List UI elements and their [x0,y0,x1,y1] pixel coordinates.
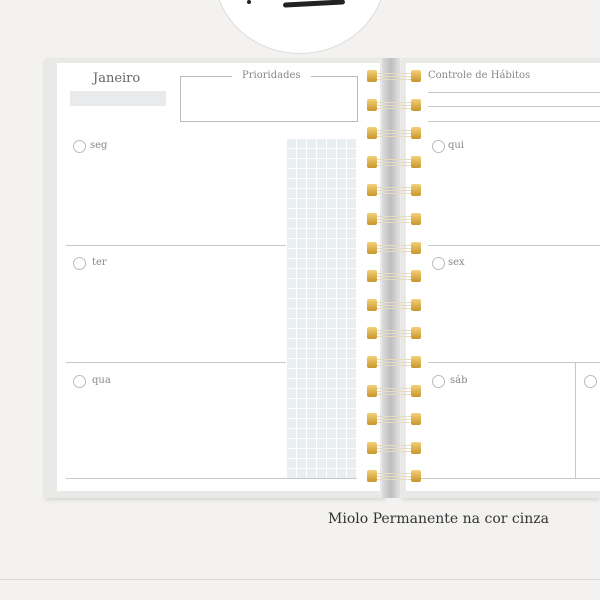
spiral-ring [367,413,421,426]
divider [66,245,286,246]
day-label: qua [92,375,111,386]
divider [66,478,357,479]
day-label: sex [448,257,465,268]
priorities-label: Prioridades [232,70,311,81]
bottom-border [0,579,600,580]
spiral-ring [367,70,421,82]
logo-mark [247,0,251,4]
spiral-ring [367,384,421,397]
checkbox-circle [73,257,86,270]
caption: Miolo Permanente na cor cinza [328,511,549,527]
habit-line [428,106,600,107]
divider [414,478,600,479]
day-label: sáb [450,375,468,386]
checkbox-circle [432,140,445,153]
spiral-ring [367,127,421,140]
spiral-ring [367,241,421,254]
divider-vertical [575,362,576,478]
checkbox-circle [73,140,86,153]
grid-notes [286,138,357,478]
divider [428,245,600,246]
spiral-ring [367,470,421,483]
day-label: seg [90,140,108,151]
logo-badge [214,0,386,54]
day-label: qui [448,140,465,151]
spiral-ring [367,213,421,225]
divider [428,362,600,363]
month-bar [70,91,166,106]
checkbox-circle [432,257,445,270]
priorities-box [180,76,358,122]
spiral-ring [367,327,421,340]
spiral-ring [367,356,421,368]
checkbox-circle [73,375,86,388]
spiral-ring [367,98,421,111]
habit-line [428,121,600,122]
spiral-ring [367,298,421,311]
spiral-ring [367,155,421,168]
month-title: Janeiro [93,71,141,86]
divider [66,362,286,363]
spiral-ring [367,184,421,197]
checkbox-circle [432,375,445,388]
day-label: ter [92,257,107,268]
spiral-ring [367,270,421,283]
checkbox-circle [584,375,597,388]
habits-label: Controle de Hábitos [428,70,531,81]
right-page [406,63,600,491]
spiral-ring [367,441,421,454]
habit-line [428,92,600,93]
